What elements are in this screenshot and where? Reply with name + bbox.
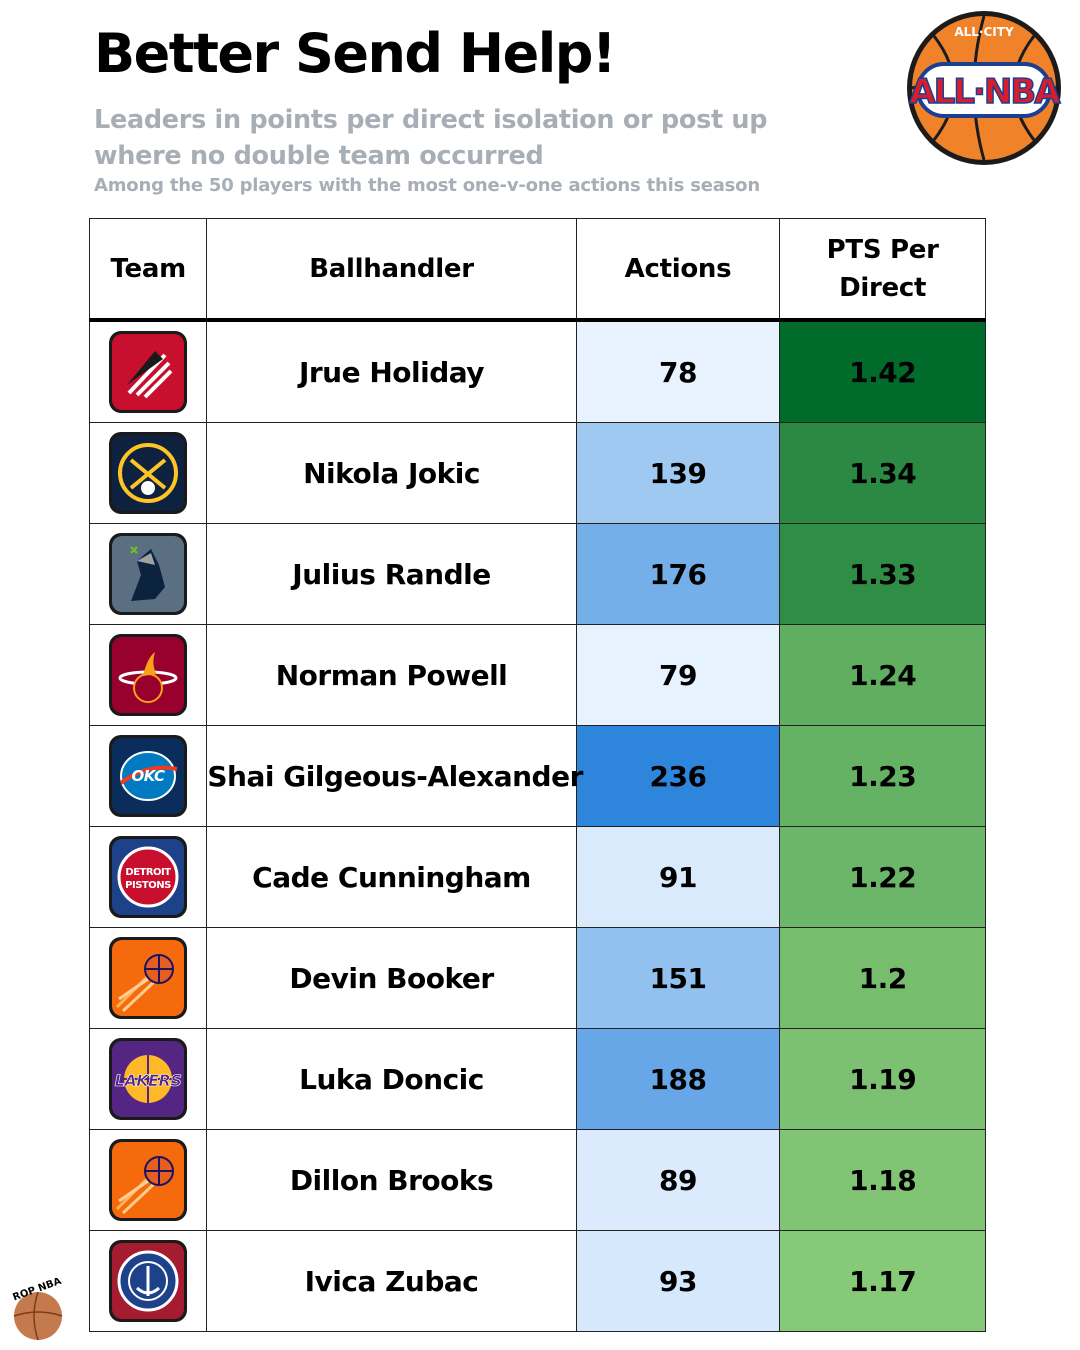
column-header-team: Team — [88, 218, 208, 322]
team-cell — [88, 422, 208, 524]
ballhandler-cell: Norman Powell — [206, 624, 577, 726]
all-city-logo-text: ALL·CITY — [954, 25, 1014, 39]
column-header-ballhandler: Ballhandler — [206, 218, 577, 322]
pts-per-direct-cell: 1.23 — [779, 725, 986, 827]
team-cell — [88, 1129, 208, 1231]
ballhandler-cell: Jrue Holiday — [206, 319, 577, 423]
pts-per-direct-cell: 1.24 — [779, 624, 986, 726]
table-row: OKC Shai Gilgeous-Alexander 236 1.23 — [88, 725, 986, 827]
ballhandler-cell: Ivica Zubac — [206, 1230, 577, 1332]
actions-cell: 151 — [575, 927, 781, 1029]
svg-text:LAKERS: LAKERS — [115, 1071, 182, 1090]
team-cell: LAKERS — [88, 1028, 208, 1130]
pts-per-direct-cell: 1.42 — [779, 319, 986, 423]
all-nba-logo: ALL·CITY ALL·NBA — [907, 11, 1064, 165]
phoenix-suns-icon — [109, 1139, 188, 1221]
oklahoma-city-thunder-icon: OKC — [109, 735, 188, 817]
table-row: Devin Booker 151 1.2 — [88, 927, 986, 1029]
team-cell — [88, 523, 208, 625]
pts-per-direct-cell: 1.22 — [779, 826, 986, 928]
actions-cell: 89 — [575, 1129, 781, 1231]
denver-nuggets-icon — [109, 432, 188, 514]
team-cell — [88, 927, 208, 1029]
los-angeles-lakers-icon: LAKERS — [109, 1038, 188, 1120]
all-nba-logo-text: ALL·NBA — [909, 72, 1061, 112]
table-row: DETROIT PISTONS Cade Cunningham 91 1.22 — [88, 826, 986, 928]
svg-text:DETROIT: DETROIT — [126, 867, 172, 878]
ballhandler-cell: Devin Booker — [206, 927, 577, 1029]
rop-nba-logo: ROP NBA — [11, 1278, 63, 1341]
pts-per-direct-cell: 1.17 — [779, 1230, 986, 1332]
page-note: Among the 50 players with the most one-v… — [94, 175, 760, 196]
actions-cell: 236 — [575, 725, 781, 827]
pts-per-direct-cell: 1.19 — [779, 1028, 986, 1130]
phoenix-suns-icon — [109, 937, 188, 1019]
leaders-table: Team Ballhandler Actions PTS Per Direct … — [88, 218, 986, 1332]
table-row: Dillon Brooks 89 1.18 — [88, 1129, 986, 1231]
team-cell — [88, 1230, 208, 1332]
pts-per-direct-cell: 1.2 — [779, 927, 986, 1029]
ballhandler-cell: Julius Randle — [206, 523, 577, 625]
svg-text:OKC: OKC — [132, 767, 165, 785]
page-subtitle: Leaders in points per direct isolation o… — [94, 105, 768, 171]
table-row: Julius Randle 176 1.33 — [88, 523, 986, 625]
pts-per-direct-cell: 1.18 — [779, 1129, 986, 1231]
actions-cell: 78 — [575, 319, 781, 423]
actions-cell: 176 — [575, 523, 781, 625]
actions-cell: 79 — [575, 624, 781, 726]
actions-cell: 188 — [575, 1028, 781, 1130]
ballhandler-cell: Nikola Jokic — [206, 422, 577, 524]
ballhandler-cell: Cade Cunningham — [206, 826, 577, 928]
la-clippers-icon — [109, 1240, 188, 1322]
portland-trail-blazers-icon — [109, 331, 188, 413]
pts-per-direct-cell: 1.34 — [779, 422, 986, 524]
column-header-pts-per-direct: PTS Per Direct — [779, 218, 986, 322]
actions-cell: 139 — [575, 422, 781, 524]
ballhandler-cell: Dillon Brooks — [206, 1129, 577, 1231]
table-row: Jrue Holiday 78 1.42 — [88, 319, 986, 423]
table-row: Ivica Zubac 93 1.17 — [88, 1230, 986, 1332]
table-row: LAKERS Luka Doncic 188 1.19 — [88, 1028, 986, 1130]
miami-heat-icon — [109, 634, 188, 716]
ballhandler-cell: Luka Doncic — [206, 1028, 577, 1130]
table-row: Nikola Jokic 139 1.34 — [88, 422, 986, 524]
pts-per-direct-cell: 1.33 — [779, 523, 986, 625]
header-row: Team Ballhandler Actions PTS Per Direct — [88, 218, 986, 322]
detroit-pistons-icon: DETROIT PISTONS — [109, 836, 188, 918]
team-cell — [88, 624, 208, 726]
minnesota-timberwolves-icon — [109, 533, 188, 615]
team-cell: OKC — [88, 725, 208, 827]
ballhandler-cell: Shai Gilgeous-Alexander — [206, 725, 583, 827]
actions-cell: 91 — [575, 826, 781, 928]
column-header-actions: Actions — [575, 218, 781, 322]
svg-text:PISTONS: PISTONS — [125, 880, 171, 891]
table-row: Norman Powell 79 1.24 — [88, 624, 986, 726]
team-cell: DETROIT PISTONS — [88, 826, 208, 928]
page-title: Better Send Help! — [94, 22, 617, 85]
team-cell — [88, 319, 208, 423]
actions-cell: 93 — [575, 1230, 781, 1332]
